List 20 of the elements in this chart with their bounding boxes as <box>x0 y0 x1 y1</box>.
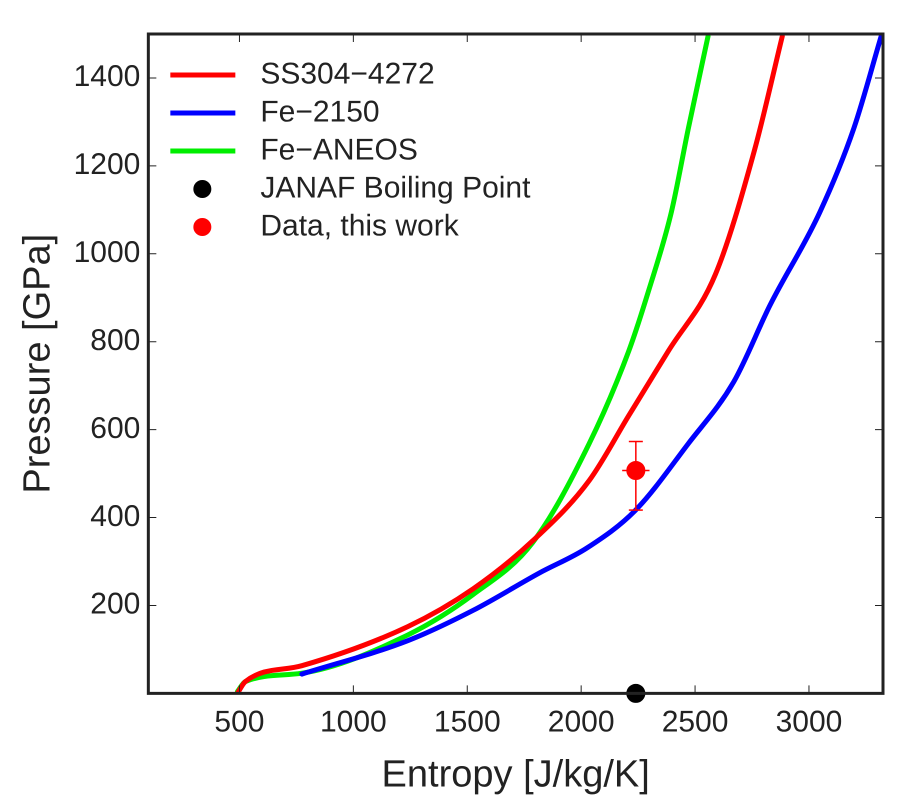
x-tick-label: 3000 <box>776 706 842 739</box>
x-tick-label: 2000 <box>548 706 615 739</box>
legend-label: Fe−2150 <box>260 95 380 128</box>
legend-label: SS304−4272 <box>260 57 435 90</box>
y-tick-label: 1200 <box>74 148 140 182</box>
x-tick-label: 1000 <box>320 706 387 739</box>
x-tick-label: 500 <box>214 706 264 739</box>
x-tick-label: 1500 <box>434 706 501 739</box>
y-tick-label: 400 <box>90 500 140 533</box>
y-tick-label: 600 <box>90 412 140 445</box>
legend-label: Fe−ANEOS <box>260 133 418 166</box>
x-tick-label: 2500 <box>662 706 728 739</box>
x-axis-title: Entropy [J/kg/K] <box>382 754 650 796</box>
y-tick-label: 800 <box>90 324 140 357</box>
y-axis-title: Pressure [GPa] <box>16 234 58 494</box>
y-tick-label: 200 <box>90 588 140 621</box>
y-tick-label: 1400 <box>74 60 140 94</box>
y-tick-label: 1000 <box>74 236 140 270</box>
legend-label: JANAF Boiling Point <box>260 171 532 204</box>
legend-label: Data, this work <box>260 209 460 242</box>
